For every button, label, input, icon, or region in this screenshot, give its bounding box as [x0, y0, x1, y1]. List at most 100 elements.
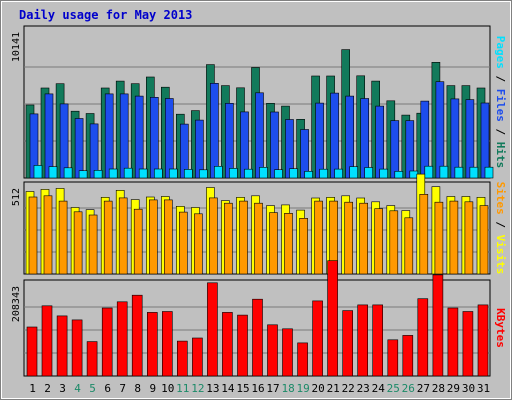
max-label: 208343 [11, 286, 22, 322]
bar-files-day-20 [315, 102, 324, 179]
bar-sites-day-28 [434, 201, 444, 275]
bar-pages-day-23 [364, 167, 374, 179]
bar-sites-day-12 [194, 213, 203, 275]
bar-sites-day-15 [239, 200, 248, 275]
bar-sites-day-24 [374, 208, 384, 275]
bar-files-day-4 [74, 118, 84, 179]
bar-pages-day-8 [138, 168, 148, 179]
bar-files-day-17 [270, 111, 279, 179]
x-tick-label-12: 12 [191, 382, 204, 395]
bar-kbytes-day-3 [56, 315, 68, 377]
bar-files-day-10 [165, 98, 174, 179]
bar-kbytes-day-30 [462, 311, 474, 377]
bar-files-day-24 [375, 105, 385, 179]
bar-files-day-14 [225, 103, 234, 179]
bar-kbytes-day-28 [432, 274, 444, 377]
bar-sites-day-7 [118, 197, 128, 275]
bar-kbytes-day-10 [162, 311, 173, 377]
bar-files-day-6 [104, 93, 114, 179]
bar-files-day-26 [405, 120, 415, 179]
bar-kbytes-day-11 [177, 340, 188, 377]
legend-part: Hits [494, 142, 507, 169]
legend-part: / [494, 122, 507, 142]
bar-kbytes-day-19 [297, 342, 308, 377]
x-tick-label-25: 25 [387, 382, 400, 395]
bar-sites-day-13 [209, 197, 218, 275]
bar-files-day-22 [345, 95, 355, 179]
bar-pages-day-30 [469, 166, 479, 179]
bar-pages-day-25 [394, 171, 404, 179]
x-tick-label-18: 18 [281, 382, 294, 395]
x-tick-label-31: 31 [477, 382, 490, 395]
bar-kbytes-day-14 [222, 312, 233, 377]
bar-pages-day-11 [184, 169, 193, 179]
x-tick-label-10: 10 [161, 382, 174, 395]
bar-kbytes-day-20 [312, 300, 323, 377]
legend-part: KBytes [494, 308, 507, 348]
x-tick-label-3: 3 [59, 382, 66, 395]
bar-files-day-8 [134, 95, 144, 179]
bar-sites-day-4 [73, 211, 83, 275]
bar-files-day-29 [450, 98, 460, 179]
bar-kbytes-day-29 [447, 307, 459, 377]
bar-files-day-16 [255, 92, 264, 179]
bar-pages-day-4 [78, 170, 88, 179]
legend-part: / [494, 69, 507, 89]
bar-sites-day-22 [344, 201, 354, 275]
x-tick-label-23: 23 [357, 382, 370, 395]
bar-pages-day-31 [484, 166, 494, 179]
x-tick-label-20: 20 [311, 382, 324, 395]
bar-sites-day-5 [88, 214, 98, 275]
bar-sites-day-18 [284, 213, 293, 275]
bar-sites-day-10 [164, 199, 173, 275]
bar-pages-day-3 [63, 167, 73, 179]
x-tick-label-7: 7 [119, 382, 126, 395]
bar-kbytes-day-8 [131, 294, 143, 377]
bar-sites-day-11 [179, 211, 188, 275]
bar-pages-day-24 [379, 168, 389, 179]
bar-kbytes-day-22 [342, 310, 354, 377]
bar-sites-day-29 [449, 200, 459, 275]
bar-sites-day-26 [404, 217, 414, 275]
x-tick-label-26: 26 [402, 382, 415, 395]
bar-kbytes-day-9 [147, 312, 158, 377]
x-tick-label-16: 16 [251, 382, 264, 395]
bar-sites-day-6 [103, 200, 113, 275]
bar-files-day-19 [300, 129, 309, 179]
bar-files-day-28 [435, 81, 445, 179]
x-tick-label-4: 4 [74, 382, 81, 395]
bar-pages-day-13 [214, 166, 223, 179]
bar-sites-day-2 [43, 195, 53, 275]
bar-pages-day-6 [108, 168, 118, 179]
bar-kbytes-day-2 [41, 305, 53, 377]
x-tick-label-15: 15 [236, 382, 249, 395]
legend-part: / [494, 215, 507, 235]
bar-pages-day-14 [229, 168, 238, 179]
legend-label: Pages / Files / Hits [494, 36, 507, 169]
x-tick-label-27: 27 [417, 382, 430, 395]
x-tick-label-30: 30 [462, 382, 475, 395]
bar-files-day-5 [89, 123, 99, 179]
x-tick-label-14: 14 [221, 382, 235, 395]
max-label: 512 [11, 188, 22, 206]
bar-pages-day-22 [349, 166, 359, 179]
bar-files-day-2 [44, 93, 54, 179]
panel-0: 10141 Pages / Files / Hits [11, 25, 507, 179]
bar-kbytes-day-27 [417, 298, 429, 377]
bar-sites-day-20 [314, 200, 323, 275]
bar-files-day-9 [150, 97, 159, 179]
max-label: 10141 [11, 32, 22, 62]
bar-kbytes-day-15 [237, 314, 248, 377]
bar-pages-day-29 [454, 166, 464, 179]
x-tick-label-8: 8 [134, 382, 141, 395]
bar-sites-day-23 [359, 202, 369, 275]
bar-kbytes-day-24 [372, 304, 384, 377]
bar-sites-day-8 [133, 208, 143, 275]
legend-part: Sites [494, 182, 507, 215]
bar-kbytes-day-6 [101, 307, 113, 377]
bar-pages-day-10 [169, 168, 178, 179]
x-tick-label-6: 6 [104, 382, 111, 395]
x-tick-label-21: 21 [327, 382, 340, 395]
bar-files-day-23 [360, 98, 370, 179]
